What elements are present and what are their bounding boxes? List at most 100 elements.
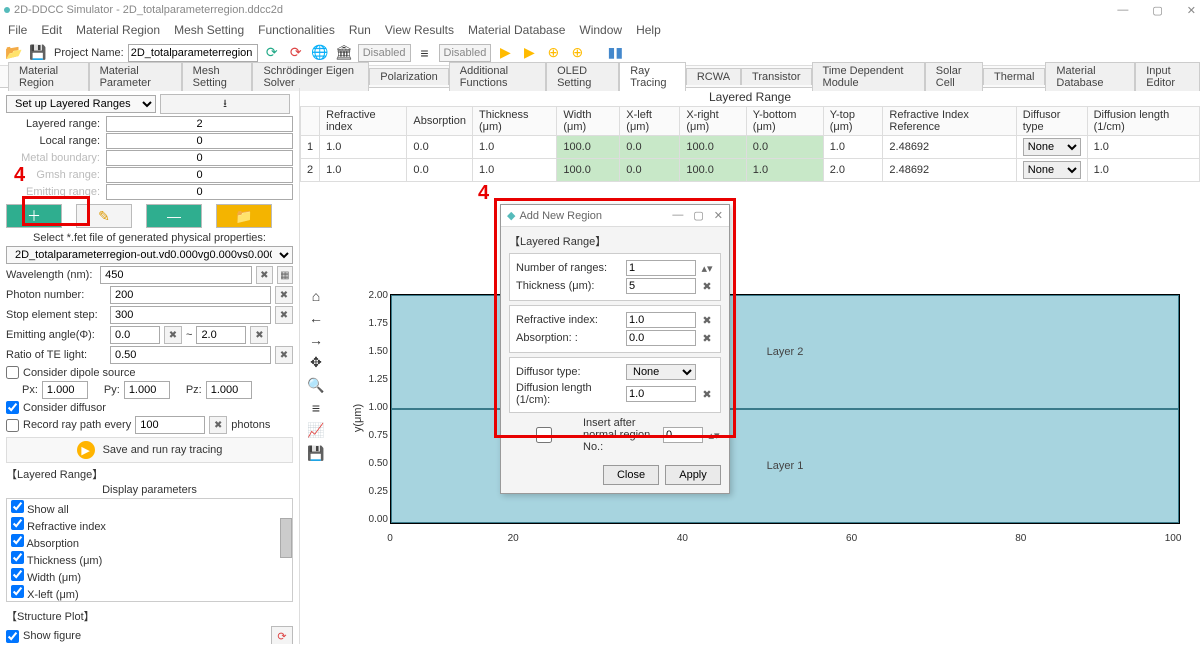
wavelength-input[interactable] (100, 266, 252, 284)
project-name-input[interactable] (128, 44, 258, 62)
angle-hi-input[interactable] (196, 326, 246, 344)
menu-window[interactable]: Window (579, 23, 622, 37)
metal-input[interactable] (106, 150, 293, 166)
tab-material-parameter[interactable]: Material Parameter (89, 62, 182, 91)
tab-polarization[interactable]: Polarization (369, 68, 448, 85)
disabled2[interactable]: Disabled (439, 44, 492, 62)
tab-matdb[interactable]: Material Database (1045, 62, 1135, 91)
dialog-min-icon[interactable]: — (672, 209, 683, 222)
edit-button[interactable]: ✎ (76, 204, 132, 228)
download-button[interactable]: ⭳ (160, 94, 290, 114)
refresh-plot-icon[interactable]: ⟳ (271, 626, 293, 644)
play3-icon[interactable]: ⊕ (543, 43, 563, 63)
diff-len-input[interactable] (626, 386, 696, 402)
maximize-icon[interactable]: ▢ (1152, 4, 1162, 17)
play4-icon[interactable]: ⊕ (567, 43, 587, 63)
show-figure-checkbox[interactable] (6, 630, 19, 643)
local-input[interactable] (106, 133, 293, 149)
home-icon[interactable]: ⌂ (312, 288, 320, 304)
add-button[interactable]: ＋ (6, 204, 62, 228)
ratio-clear-icon[interactable]: ✖ (275, 346, 293, 364)
disabled1[interactable]: Disabled (358, 44, 411, 62)
tab-solar[interactable]: Solar Cell (925, 62, 983, 91)
num-ranges-input[interactable] (626, 260, 696, 276)
save-icon[interactable]: 💾 (28, 43, 48, 63)
display-params-list[interactable]: Show all Refractive index Absorption Thi… (6, 498, 293, 602)
dialog-close-icon[interactable]: ✕ (714, 209, 723, 222)
menu-mesh[interactable]: Mesh Setting (174, 23, 244, 37)
pz-input[interactable] (206, 381, 252, 399)
tab-thermal[interactable]: Thermal (983, 68, 1045, 85)
remove-button[interactable]: — (146, 204, 202, 228)
dialog-max-icon[interactable]: ▢ (693, 209, 703, 222)
chk-thk[interactable] (11, 551, 24, 564)
tab-rcwa[interactable]: RCWA (686, 68, 741, 85)
run-button[interactable]: ▶Save and run ray tracing (6, 437, 293, 463)
abs-clear-icon[interactable]: ✖ (700, 332, 714, 345)
config-icon[interactable]: ≡ (312, 400, 320, 416)
record-input[interactable] (135, 416, 205, 434)
play1-icon[interactable]: ▶ (495, 43, 515, 63)
chk-xleft[interactable] (11, 585, 24, 598)
setup-dropdown[interactable]: Set up Layered Ranges (6, 95, 156, 113)
ratio-input[interactable] (110, 346, 271, 364)
ri-input[interactable] (626, 312, 696, 328)
chart-icon[interactable]: ▮▮ (605, 43, 625, 63)
close-icon[interactable]: ✕ (1187, 4, 1196, 17)
refresh-icon[interactable]: ⟳ (262, 43, 282, 63)
play2-icon[interactable]: ▶ (519, 43, 539, 63)
wavelength-opt-icon[interactable]: ▦ (277, 266, 293, 284)
tab-material-region[interactable]: Material Region (8, 62, 89, 91)
layered-input[interactable] (106, 116, 293, 132)
zoom-icon[interactable]: 🔍 (307, 377, 324, 394)
emit-input[interactable] (106, 184, 293, 200)
diffusor-select-1[interactable]: None (1023, 138, 1081, 156)
menu-edit[interactable]: Edit (41, 23, 62, 37)
apply-button[interactable]: Apply (665, 465, 721, 485)
px-input[interactable] (42, 381, 88, 399)
disabled2-icon[interactable]: ≡ (415, 43, 435, 63)
graph-icon[interactable]: 📈 (307, 422, 324, 439)
dipole-checkbox[interactable] (6, 366, 19, 379)
tab-transistor[interactable]: Transistor (741, 68, 812, 85)
folder-button[interactable]: 📁 (216, 204, 272, 228)
record-checkbox[interactable] (6, 419, 19, 432)
gmsh-input[interactable] (106, 167, 293, 183)
angle-lo-clear-icon[interactable]: ✖ (164, 326, 182, 344)
reload-icon[interactable]: ⟳ (286, 43, 306, 63)
insert-checkbox[interactable] (509, 427, 579, 443)
menu-material-region[interactable]: Material Region (76, 23, 160, 37)
diff-len-clear-icon[interactable]: ✖ (700, 388, 714, 401)
angle-hi-clear-icon[interactable]: ✖ (250, 326, 268, 344)
menu-functionalities[interactable]: Functionalities (258, 23, 335, 37)
chk-width[interactable] (11, 568, 24, 581)
back-icon[interactable]: ← (309, 310, 323, 326)
tab-ray-tracing[interactable]: Ray Tracing (619, 62, 686, 91)
disabled1-icon[interactable]: 🏛 (334, 43, 354, 63)
angle-lo-input[interactable] (110, 326, 160, 344)
tab-input-editor[interactable]: Input Editor (1135, 62, 1200, 91)
tab-additional[interactable]: Additional Functions (449, 62, 546, 91)
wavelength-clear-icon[interactable]: ✖ (256, 266, 272, 284)
ri-clear-icon[interactable]: ✖ (700, 314, 714, 327)
chk-abs[interactable] (11, 534, 24, 547)
num-spin-icon[interactable]: ▴▾ (700, 262, 714, 275)
chk-showall[interactable] (11, 500, 24, 513)
photon-clear-icon[interactable]: ✖ (275, 286, 293, 304)
thk-clear-icon[interactable]: ✖ (700, 280, 714, 293)
globe-icon[interactable]: 🌐 (310, 43, 330, 63)
pan-icon[interactable]: ✥ (310, 354, 322, 371)
close-button[interactable]: Close (603, 465, 659, 485)
open-icon[interactable]: 📂 (4, 43, 24, 63)
tab-oled[interactable]: OLED Setting (546, 62, 619, 91)
thickness-input[interactable] (626, 278, 696, 294)
insert-spin-icon[interactable]: ▴▾ (707, 429, 721, 442)
stop-clear-icon[interactable]: ✖ (275, 306, 293, 324)
minimize-icon[interactable]: — (1117, 4, 1128, 17)
py-input[interactable] (124, 381, 170, 399)
menu-run[interactable]: Run (349, 23, 371, 37)
insert-input[interactable] (663, 427, 703, 443)
record-clear-icon[interactable]: ✖ (209, 416, 227, 434)
menu-help[interactable]: Help (636, 23, 661, 37)
menu-view-results[interactable]: View Results (385, 23, 454, 37)
